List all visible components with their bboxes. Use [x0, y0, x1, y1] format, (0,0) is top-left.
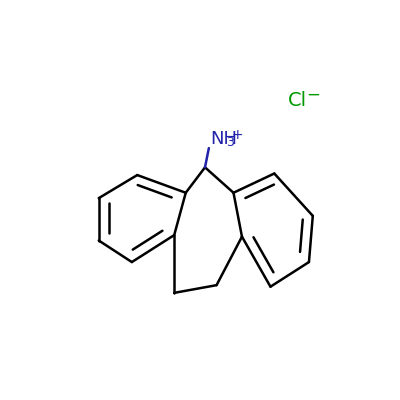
Text: −: −: [306, 86, 320, 104]
Text: +: +: [231, 128, 243, 142]
Text: 3: 3: [226, 136, 234, 149]
Text: Cl: Cl: [288, 91, 307, 110]
Text: NH: NH: [210, 130, 237, 148]
